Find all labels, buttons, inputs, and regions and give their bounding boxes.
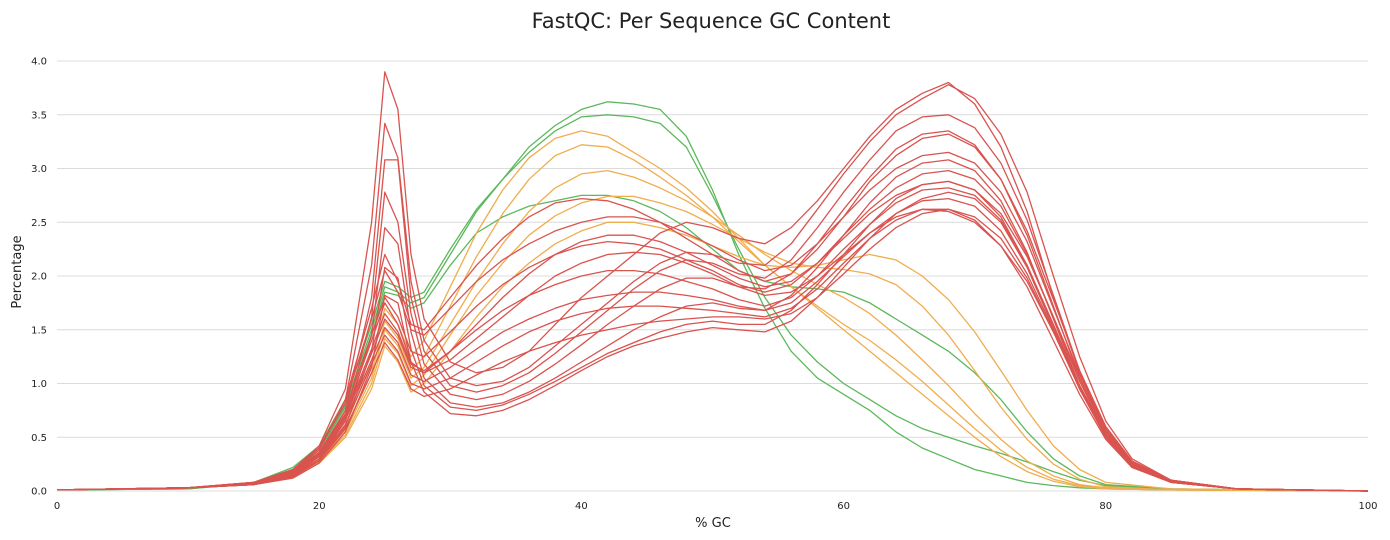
series-line-fail [56,208,1369,492]
x-tick-label: 40 [575,501,588,512]
series-line-fail [56,169,1369,492]
y-tick-label: 3.5 [31,110,47,121]
series-line-warn [56,169,1369,492]
x-tick-label: 80 [1099,501,1112,512]
series-line-pass [56,194,1369,492]
series-line-warn [56,195,1369,492]
chart-title: FastQC: Per Sequence GC Content [532,9,891,33]
series-line-fail [56,133,1369,492]
series-line-fail [56,71,1369,492]
x-tick-label: 60 [837,501,850,512]
series-line-fail [56,208,1369,492]
series-line-fail [56,197,1369,492]
series-lines [56,71,1369,492]
series-line-pass [56,101,1369,492]
series-line-fail [56,84,1369,492]
series-line-fail [56,151,1369,492]
y-tick-label: 2.0 [31,272,47,283]
series-line-fail [56,130,1369,492]
x-tick-label: 20 [313,501,326,512]
x-tick-label: 100 [1358,501,1377,512]
series-line-fail [56,208,1369,492]
y-tick-label: 4.0 [31,57,47,68]
x-tick-labels: 0 20 40 60 80 100 [54,501,1378,512]
series-line-fail [56,187,1369,492]
y-tick-label: 0.0 [31,487,47,498]
y-axis-label: Percentage [10,235,25,308]
y-tick-label: 0.5 [31,433,47,444]
series-line-fail [56,180,1369,492]
y-tick-label: 2.5 [31,218,47,229]
y-tick-label: 3.0 [31,164,47,175]
grid-lines [57,60,1368,492]
y-tick-label: 1.0 [31,379,47,390]
series-line-fail [56,159,1369,492]
y-tick-labels: 0.0 0.5 1.0 1.5 2.0 2.5 3.0 3.5 4.0 [31,57,47,498]
x-tick-label: 0 [54,501,60,512]
series-line-fail [56,191,1369,492]
y-tick-label: 1.5 [31,325,47,336]
x-axis-label: % GC [695,516,731,531]
series-line-warn [56,221,1369,492]
